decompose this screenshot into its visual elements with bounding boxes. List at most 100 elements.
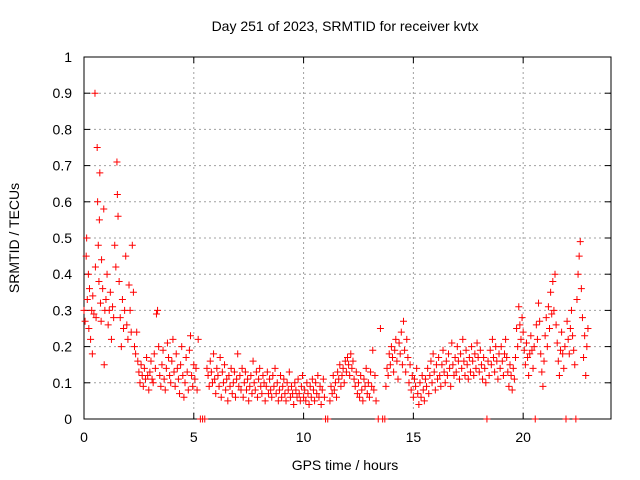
data-point-marker (223, 375, 231, 383)
data-point-marker (186, 332, 194, 340)
data-point-marker (320, 393, 328, 401)
y-tick-label: 0.5 (53, 230, 73, 246)
data-point-marker (92, 314, 100, 322)
data-point-marker (307, 393, 315, 401)
data-point-marker (414, 390, 422, 398)
data-point-marker (126, 306, 134, 314)
data-point-marker (102, 296, 110, 304)
data-point-marker (550, 306, 558, 314)
data-point-marker (289, 390, 297, 398)
data-point-marker (327, 382, 335, 390)
x-tick-label: 20 (515, 429, 531, 445)
data-point-marker (174, 375, 182, 383)
data-point-marker (387, 343, 395, 351)
text-labels: Day 251 of 2023, SRMTID for receiver kvt… (6, 18, 478, 473)
data-point-marker (277, 372, 285, 380)
data-point-marker (193, 386, 201, 394)
data-point-marker (514, 343, 522, 351)
data-point-marker (88, 350, 96, 358)
data-point-marker (242, 386, 250, 394)
data-point-marker (497, 343, 505, 351)
data-point-marker (232, 393, 240, 401)
data-point-marker (494, 375, 502, 383)
data-point-marker (582, 372, 590, 380)
data-point-marker (278, 393, 286, 401)
data-point-marker (410, 375, 418, 383)
data-point-marker (559, 350, 567, 358)
data-point-marker (179, 372, 187, 380)
data-point-marker (438, 361, 446, 369)
data-point-marker (139, 382, 147, 390)
y-tick-label: 0.1 (53, 375, 73, 391)
data-point-marker (264, 390, 272, 398)
data-point-marker (429, 350, 437, 358)
data-point-marker (439, 346, 447, 354)
data-point-marker (398, 361, 406, 369)
data-point-marker (167, 379, 175, 387)
data-point-marker (383, 364, 391, 372)
data-point-marker (259, 372, 267, 380)
data-point-marker (154, 306, 162, 314)
data-point-marker (177, 361, 185, 369)
data-point-marker (333, 393, 341, 401)
data-point-marker (216, 353, 224, 361)
data-point-marker (466, 368, 474, 376)
data-point-marker (319, 375, 327, 383)
data-point-marker (462, 346, 470, 354)
data-point-marker (314, 372, 322, 380)
data-point-marker (84, 270, 92, 278)
data-point-marker (148, 375, 156, 383)
data-point-marker (498, 357, 506, 365)
data-point-marker (457, 350, 465, 358)
data-point-marker (394, 375, 402, 383)
data-point-marker (337, 382, 345, 390)
data-point-marker (140, 364, 148, 372)
data-point-marker (160, 375, 168, 383)
data-point-marker (553, 339, 561, 347)
data-point-marker (501, 350, 509, 358)
data-point-marker (362, 364, 370, 372)
data-point-marker (517, 335, 525, 343)
data-point-marker (529, 364, 537, 372)
data-point-marker (436, 372, 444, 380)
data-point-marker (292, 386, 300, 394)
data-point-marker (206, 357, 214, 365)
data-point-marker (300, 393, 308, 401)
data-point-marker (538, 368, 546, 376)
data-point-marker (503, 353, 511, 361)
data-point-marker (536, 317, 544, 325)
data-point-marker (295, 390, 303, 398)
data-point-marker (393, 357, 401, 365)
data-point-marker (274, 397, 282, 405)
data-point-marker (166, 372, 174, 380)
data-point-marker (502, 335, 510, 343)
data-point-marker (539, 382, 547, 390)
data-point-marker (210, 350, 218, 358)
data-point-marker (81, 317, 89, 325)
data-point-marker (346, 372, 354, 380)
data-point-marker (176, 390, 184, 398)
data-point-marker (159, 346, 167, 354)
data-point-marker (508, 386, 516, 394)
data-point-marker (123, 321, 131, 329)
data-point-marker (82, 252, 90, 260)
x-tick-label: 0 (80, 429, 88, 445)
data-point-marker (95, 277, 103, 285)
data-point-marker (543, 343, 551, 351)
data-point-marker (258, 390, 266, 398)
data-point-marker (255, 375, 263, 383)
data-point-marker (360, 375, 368, 383)
data-point-marker (533, 335, 541, 343)
data-point-marker (542, 314, 550, 322)
data-point-marker (418, 372, 426, 380)
data-point-marker (347, 350, 355, 358)
data-point-marker (490, 353, 498, 361)
data-point-marker (403, 335, 411, 343)
data-point-marker (134, 357, 142, 365)
data-point-marker (406, 361, 414, 369)
data-point-marker (407, 386, 415, 394)
data-point-marker (125, 281, 133, 289)
data-point-marker (574, 270, 582, 278)
data-point-marker (335, 375, 343, 383)
y-axis-label: SRMTID / TECUs (6, 183, 22, 293)
